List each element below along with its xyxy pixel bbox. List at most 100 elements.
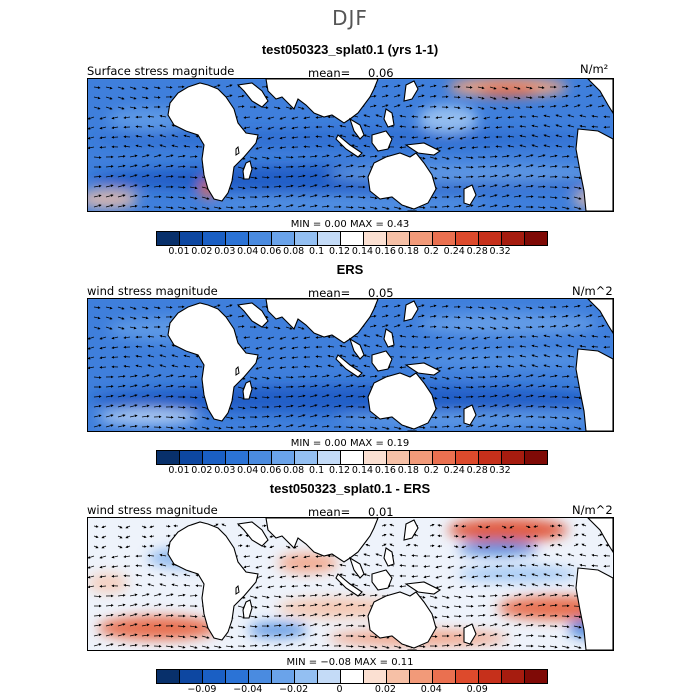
panel1-unit: N/m² xyxy=(580,62,609,76)
panel1-colorbar xyxy=(156,231,548,246)
panel3-min-label: MIN = xyxy=(286,657,318,668)
colorbar-tick-label: 0.28 xyxy=(466,246,488,257)
panel2-title: ERS xyxy=(336,262,364,277)
panel1-field-label: Surface stress magnitude xyxy=(87,64,235,78)
panel1-max-value: 0.43 xyxy=(387,219,410,230)
colorbar-tick-label: 0.2 xyxy=(423,465,439,476)
panel3-map xyxy=(87,517,614,651)
colorbar-tick-label: 0.03 xyxy=(214,465,236,476)
panel1-max-label: MAX = xyxy=(349,219,384,230)
colorbar-swatch xyxy=(410,451,433,464)
colorbar-tick-label: 0.06 xyxy=(260,246,282,257)
colorbar-tick-label: 0.18 xyxy=(397,246,419,257)
colorbar-swatch xyxy=(433,232,456,245)
colorbar-tick-label: 0.18 xyxy=(397,465,419,476)
colorbar-swatch xyxy=(226,670,249,683)
panel1-title: test050323_splat0.1 (yrs 1-1) xyxy=(261,42,439,57)
colorbar-swatch xyxy=(272,451,295,464)
panel2-colorbar-ticks: 0.01 0.02 0.03 0.04 0.06 0.08 0.1 0.12 0.14 0.16 0… xyxy=(156,465,546,477)
colorbar-tick-label: 0.16 xyxy=(374,246,396,257)
colorbar-swatch xyxy=(502,670,525,683)
colorbar-tick-label: 0.08 xyxy=(283,465,305,476)
colorbar-swatch xyxy=(456,670,479,683)
colorbar-swatch xyxy=(479,670,502,683)
colorbar-swatch xyxy=(364,670,387,683)
colorbar-swatch xyxy=(295,451,318,464)
colorbar-tick-label: 0.2 xyxy=(423,246,439,257)
colorbar-swatch xyxy=(157,451,180,464)
colorbar-tick-label: −0.02 xyxy=(279,684,309,695)
colorbar-tick-label: 0.08 xyxy=(283,246,305,257)
panel2-max-label: MAX = xyxy=(349,438,384,449)
panel1-min-max: MIN = 0.00 MAX = 0.43 xyxy=(0,219,700,230)
colorbar-tick-label: 0.12 xyxy=(328,246,351,257)
colorbar-tick-label: 0.24 xyxy=(443,246,465,257)
panel3-mean-label: mean= xyxy=(308,505,351,519)
colorbar-swatch xyxy=(203,232,226,245)
panel1-mean-value: 0.06 xyxy=(368,66,394,80)
colorbar-tick-label: 0.1 xyxy=(309,465,325,476)
colorbar-swatch xyxy=(341,451,364,464)
colorbar-swatch xyxy=(479,232,502,245)
panel1-map xyxy=(87,78,614,212)
panel2-max-value: 0.19 xyxy=(387,438,410,449)
colorbar-swatch xyxy=(502,451,525,464)
colorbar-tick-label: 0.16 xyxy=(374,465,396,476)
colorbar-swatch xyxy=(456,232,479,245)
colorbar-swatch xyxy=(249,451,272,464)
panel1-mean-label: mean= xyxy=(308,66,351,80)
colorbar-swatch xyxy=(180,451,203,464)
colorbar-tick-label: 0.04 xyxy=(420,684,442,695)
colorbar-tick-label: 0.28 xyxy=(466,465,488,476)
colorbar-swatch xyxy=(203,451,226,464)
panel2-mean-label: mean= xyxy=(308,286,351,300)
panel3-max-label: MAX = xyxy=(354,657,389,668)
panel2-min-max: MIN = 0.00 MAX = 0.19 xyxy=(0,438,700,449)
colorbar-tick-label: 0.12 xyxy=(328,465,351,476)
panel2-min-label: MIN = xyxy=(290,438,322,449)
colorbar-swatch xyxy=(203,670,226,683)
panel2-unit: N/m^2 xyxy=(572,284,613,298)
colorbar-tick-label: 0.09 xyxy=(466,684,488,695)
colorbar-swatch xyxy=(341,232,364,245)
colorbar-swatch xyxy=(502,232,525,245)
colorbar-tick-label: 0.04 xyxy=(237,246,259,257)
colorbar-tick-label: 0.24 xyxy=(443,465,465,476)
panel3-min-max: MIN = −0.08 MAX = 0.11 xyxy=(0,657,700,668)
colorbar-swatch xyxy=(433,451,456,464)
colorbar-swatch xyxy=(318,451,341,464)
colorbar-swatch xyxy=(364,451,387,464)
panel3-colorbar xyxy=(156,669,548,684)
colorbar-swatch xyxy=(433,670,456,683)
colorbar-swatch xyxy=(226,451,249,464)
panel3-field-label: wind stress magnitude xyxy=(87,503,218,517)
colorbar-swatch xyxy=(157,670,180,683)
panel1-min-label: MIN = xyxy=(290,219,322,230)
colorbar-tick-label: 0.04 xyxy=(237,465,259,476)
colorbar-swatch xyxy=(387,451,410,464)
colorbar-swatch xyxy=(456,451,479,464)
figure-title: DJF xyxy=(332,6,368,30)
colorbar-swatch xyxy=(295,232,318,245)
panel2-mean-value: 0.05 xyxy=(368,286,394,300)
panel2-map-svg xyxy=(88,299,613,431)
colorbar-swatch xyxy=(318,232,341,245)
colorbar-swatch xyxy=(226,232,249,245)
colorbar-swatch xyxy=(479,451,502,464)
colorbar-swatch xyxy=(525,670,547,683)
colorbar-swatch xyxy=(249,232,272,245)
colorbar-swatch xyxy=(180,670,203,683)
colorbar-tick-label: 0.32 xyxy=(489,465,511,476)
colorbar-tick-label: 0 xyxy=(336,684,343,695)
panel3-min-value: −0.08 xyxy=(320,657,351,668)
panel1-min-value: 0.00 xyxy=(324,219,347,230)
colorbar-tick-label: 0.14 xyxy=(351,246,374,257)
panel3-unit: N/m^2 xyxy=(572,503,613,517)
colorbar-tick-label: 0.01 xyxy=(168,246,190,257)
colorbar-swatch xyxy=(157,232,180,245)
colorbar-swatch xyxy=(295,670,318,683)
colorbar-swatch xyxy=(318,670,341,683)
panel3-max-value: 0.11 xyxy=(391,657,414,668)
colorbar-swatch xyxy=(272,232,295,245)
colorbar-swatch xyxy=(387,670,410,683)
